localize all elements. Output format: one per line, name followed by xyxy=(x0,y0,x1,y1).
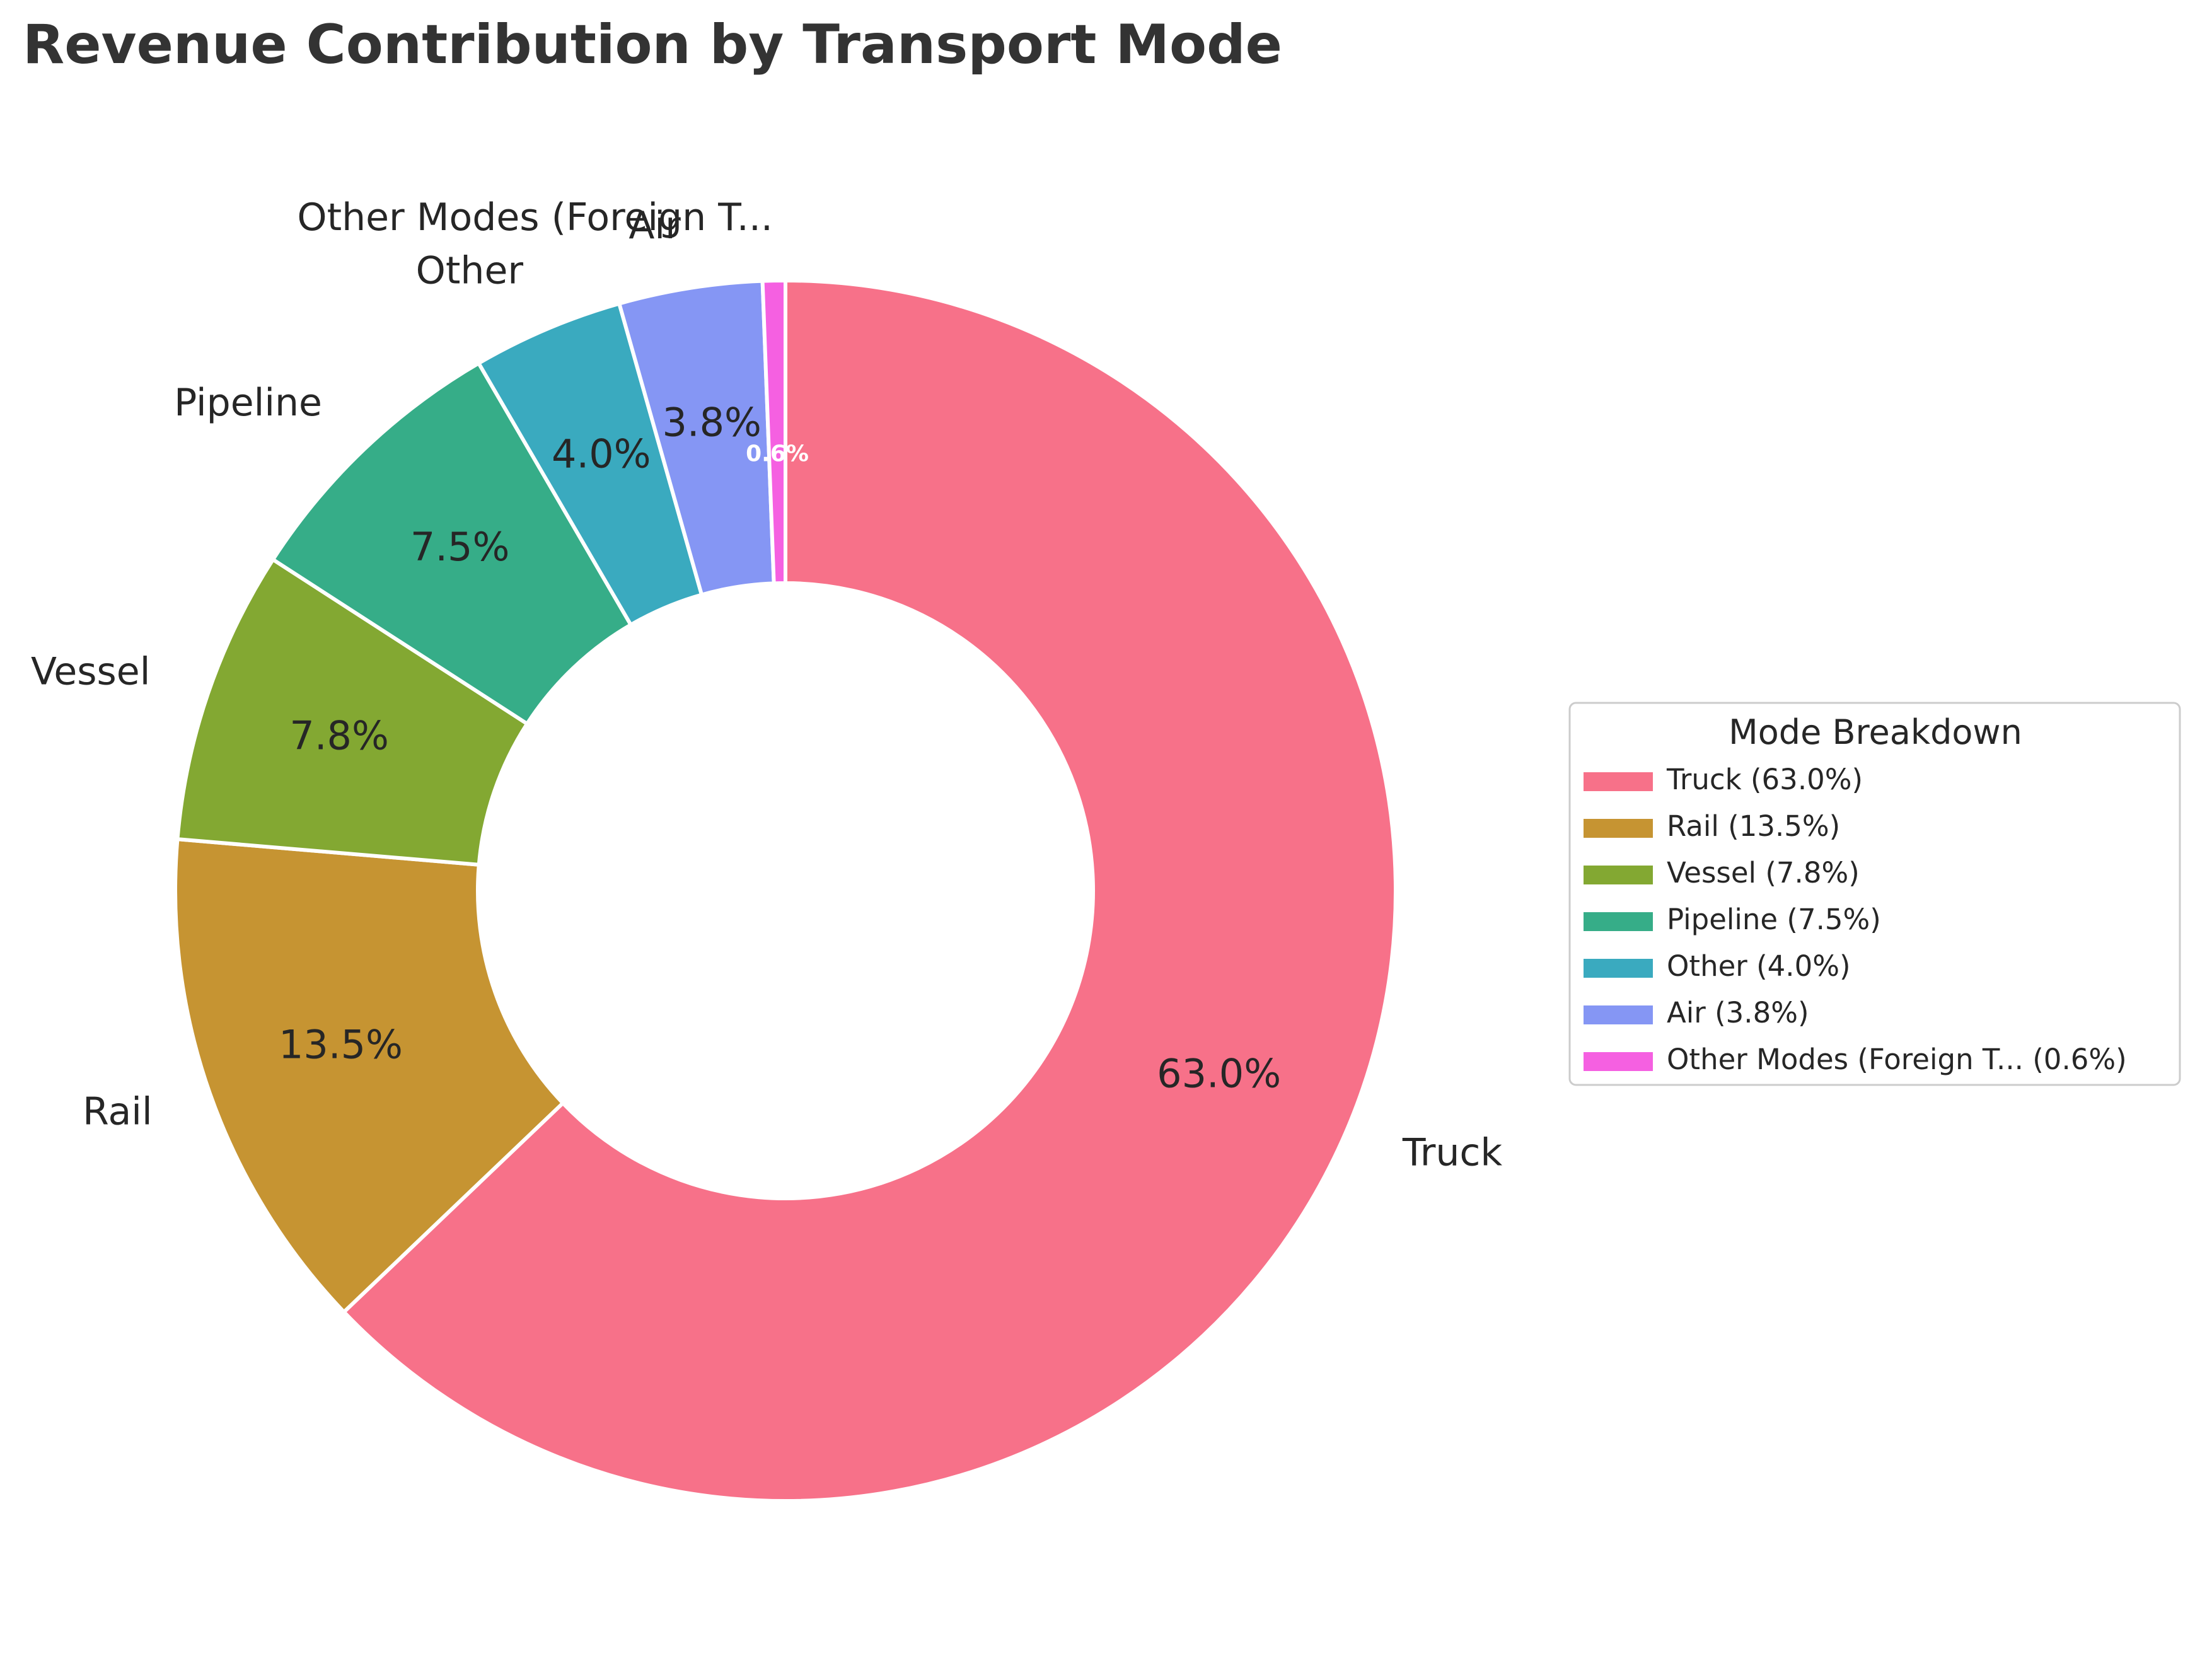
slice-percent-label-rail: 13.5% xyxy=(279,1022,403,1068)
legend-label: Pipeline (7.5%) xyxy=(1667,903,1881,936)
legend: Mode Breakdown Truck (63.0%) Rail (13.5%)… xyxy=(1568,702,2181,1086)
legend-item-air: Air (3.8%) xyxy=(1584,996,1809,1029)
slice-percent-label-air: 3.8% xyxy=(662,399,762,445)
legend-item-vessel: Vessel (7.8%) xyxy=(1584,856,1860,889)
slice-name-label-rail: Rail xyxy=(83,1089,152,1133)
legend-item-other: Other (4.0%) xyxy=(1584,949,1851,983)
slice-percent-labels: 63.0% 13.5% 7.8% 7.5% 4.0%3.8%0.6% xyxy=(279,399,1281,1096)
slice-percent-label-truck: 63.0% xyxy=(1157,1050,1281,1096)
slice-percent-label-other-modes-foreign-t: 0.6% xyxy=(746,441,809,467)
legend-item-pipeline: Pipeline (7.5%) xyxy=(1584,903,1881,936)
donut-slices xyxy=(173,279,1398,1503)
legend-label: Truck (63.0%) xyxy=(1666,763,1863,796)
legend-items: Truck (63.0%) Rail (13.5%) Vessel (7.8%) Pi… xyxy=(1584,763,2127,1076)
legend-swatch xyxy=(1584,1052,1653,1071)
legend-item-rail: Rail (13.5%) xyxy=(1584,809,1840,843)
legend-swatch xyxy=(1584,912,1653,931)
legend-frame xyxy=(1568,702,2181,1086)
slice-rail xyxy=(173,837,565,1314)
legend-title: Mode Breakdown xyxy=(1729,712,2022,752)
legend-item-other-modes-foreign-t: Other Modes (Foreign T... (0.6%) xyxy=(1584,1043,2127,1076)
legend-swatch xyxy=(1584,866,1653,884)
slice-truck xyxy=(342,279,1398,1503)
slice-name-label-truck: Truck xyxy=(1402,1131,1503,1175)
legend-label: Other (4.0%) xyxy=(1667,949,1851,983)
slice-pipeline xyxy=(271,361,633,726)
legend-label: Other Modes (Foreign T... (0.6%) xyxy=(1667,1043,2127,1076)
slice-other-modes-foreign-t xyxy=(760,279,787,586)
slice-percent-label-pipeline: 7.5% xyxy=(410,524,510,570)
legend-swatch xyxy=(1584,959,1653,978)
legend-label: Rail (13.5%) xyxy=(1667,809,1840,843)
slice-percent-label-other: 4.0% xyxy=(552,431,651,477)
legend-swatch xyxy=(1584,819,1653,838)
slice-percent-label-vessel: 7.8% xyxy=(289,712,389,758)
slice-name-label-other: Other xyxy=(416,248,524,293)
slice-name-label-pipeline: Pipeline xyxy=(174,381,322,425)
slice-name-label-air: Air xyxy=(628,204,681,248)
slice-name-label-vessel: Vessel xyxy=(31,649,150,693)
slice-name-label-other-modes-foreign-t: Other Modes (Foreign T... xyxy=(297,195,773,240)
legend-label: Air (3.8%) xyxy=(1667,996,1809,1029)
legend-swatch xyxy=(1584,1005,1653,1024)
slice-vessel xyxy=(175,557,530,867)
chart-title: Revenue Contribution by Transport Mode xyxy=(23,13,1282,76)
legend-item-truck: Truck (63.0%) xyxy=(1584,763,1863,796)
legend-swatch xyxy=(1584,772,1653,791)
legend-label: Vessel (7.8%) xyxy=(1667,856,1860,889)
